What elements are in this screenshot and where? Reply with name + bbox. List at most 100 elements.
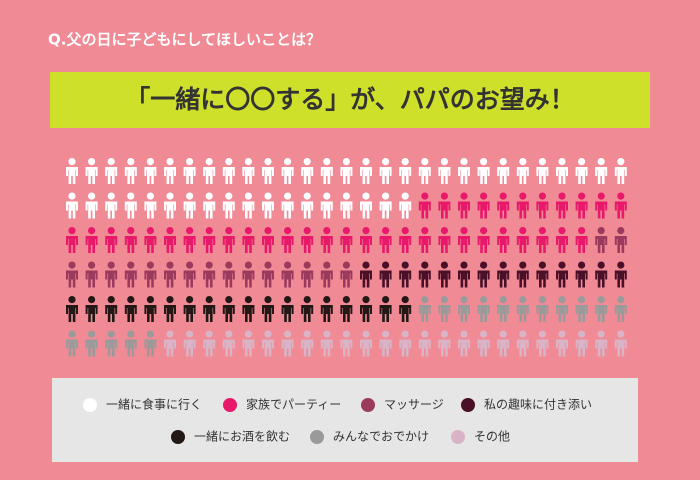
person-icon	[163, 158, 176, 184]
person-icon	[301, 158, 314, 184]
person-icon	[477, 330, 490, 357]
person-icon	[536, 261, 549, 288]
person-icon	[163, 192, 176, 219]
legend-label: 一緒に食事に行く	[106, 397, 202, 412]
person-icon	[301, 192, 314, 219]
legend-swatch	[223, 398, 237, 412]
person-icon	[595, 296, 608, 322]
person-icon	[340, 158, 353, 184]
legend-swatch	[171, 430, 185, 444]
person-icon	[261, 261, 274, 288]
person-icon	[497, 261, 510, 288]
person-icon	[242, 158, 255, 184]
person-icon	[222, 192, 235, 219]
person-icon	[614, 296, 627, 322]
person-icon	[359, 261, 372, 288]
person-icon	[301, 330, 314, 357]
person-icon	[242, 296, 255, 322]
person-icon	[457, 330, 470, 357]
person-icon	[418, 261, 431, 288]
person-icon	[438, 158, 451, 184]
person-icon	[261, 158, 274, 184]
person-icon	[340, 226, 353, 253]
person-icon	[85, 226, 98, 253]
legend-swatch	[361, 398, 375, 412]
legend-label: 私の趣味に付き添い	[484, 397, 592, 412]
person-icon	[320, 192, 333, 219]
person-icon	[105, 296, 118, 322]
person-icon	[438, 261, 451, 288]
person-icon	[556, 192, 568, 219]
person-icon	[516, 330, 529, 357]
person-icon	[85, 330, 98, 357]
person-icon	[144, 227, 157, 253]
person-icon	[457, 158, 470, 184]
person-icon	[163, 227, 176, 253]
legend-label: みんなでおでかけ	[333, 430, 429, 444]
person-icon	[320, 261, 333, 288]
person-icon	[281, 330, 294, 357]
person-icon	[399, 192, 412, 219]
person-icon	[359, 192, 372, 219]
person-icon	[242, 227, 255, 253]
person-icon	[359, 226, 372, 253]
person-icon	[320, 296, 333, 322]
person-icon	[183, 330, 196, 357]
person-icon	[222, 296, 235, 322]
person-icon	[183, 261, 196, 288]
person-icon	[85, 261, 98, 288]
person-icon	[320, 158, 333, 184]
person-icon	[340, 261, 353, 288]
person-icon	[183, 192, 196, 219]
person-icon	[124, 226, 137, 253]
person-icon	[340, 296, 353, 322]
person-icon	[124, 157, 137, 184]
person-icon	[477, 226, 490, 253]
person-icon	[516, 261, 529, 288]
person-icon	[595, 192, 608, 219]
person-icon	[163, 296, 176, 322]
person-icon	[66, 261, 78, 288]
person-icon	[281, 192, 294, 219]
person-icon	[183, 158, 196, 184]
title-banner	[50, 72, 650, 128]
person-icon	[614, 158, 627, 184]
person-icon	[66, 330, 78, 357]
person-icon	[261, 330, 274, 357]
person-icon	[418, 330, 431, 357]
person-icon	[418, 226, 431, 253]
person-icon	[66, 157, 78, 184]
person-icon	[614, 261, 627, 288]
person-icon	[497, 226, 510, 253]
person-icon	[575, 192, 588, 219]
person-icon	[222, 227, 235, 253]
person-icon	[320, 226, 333, 253]
legend-label: 家族でパーティー	[246, 397, 341, 412]
person-icon	[438, 296, 451, 322]
person-icon	[595, 158, 608, 184]
chart-title: 「一緒に〇〇する」が、パパのお望み！	[125, 85, 575, 114]
person-icon	[536, 330, 549, 357]
person-icon	[105, 192, 118, 219]
person-icon	[124, 330, 137, 357]
person-icon	[438, 226, 451, 253]
person-icon	[556, 261, 568, 288]
person-icon	[203, 192, 216, 219]
person-icon	[457, 296, 470, 322]
person-icon	[516, 296, 529, 322]
person-icon	[418, 296, 431, 322]
person-icon	[359, 158, 372, 184]
person-icon	[497, 296, 510, 322]
person-icon	[536, 226, 549, 253]
person-icon	[575, 158, 588, 184]
person-icon	[575, 226, 588, 253]
legend-swatch	[451, 430, 465, 444]
person-icon	[614, 330, 627, 357]
person-icon	[438, 330, 451, 357]
person-icon	[85, 192, 98, 219]
person-icon	[105, 158, 118, 184]
person-icon	[516, 192, 529, 219]
person-icon	[242, 192, 255, 219]
person-icon	[222, 158, 235, 184]
